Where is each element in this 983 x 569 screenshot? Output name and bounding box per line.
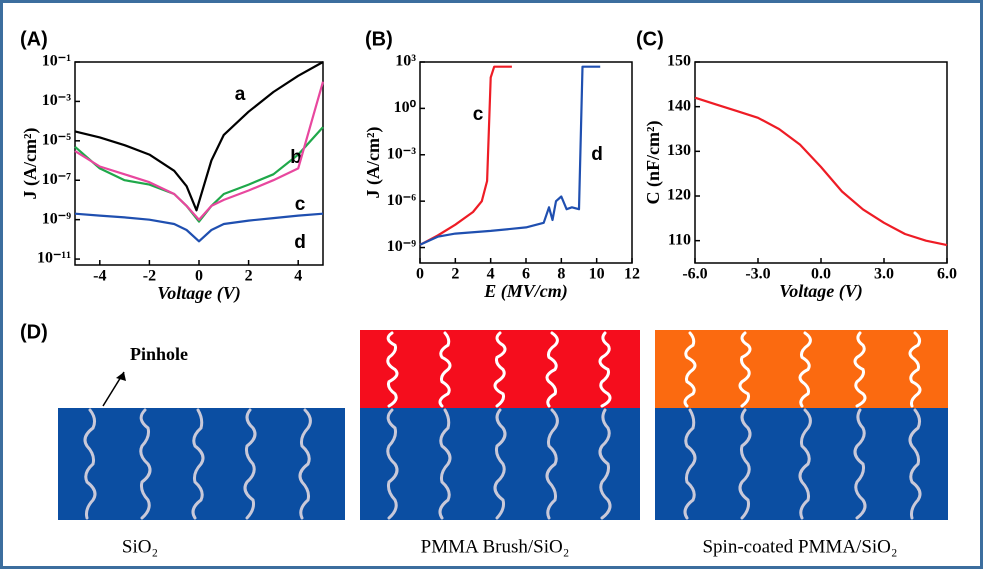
- x-tick-label: -3.0: [745, 266, 770, 283]
- x-tick-label: 4: [294, 268, 302, 285]
- chain: [83, 408, 97, 520]
- x-tick-label: 0: [416, 266, 424, 283]
- y-tick-label: 140: [667, 97, 691, 114]
- series-line: [74, 61, 324, 212]
- chain: [191, 408, 205, 520]
- y-tick-label: 10⁻⁶: [387, 192, 416, 209]
- series-label: c: [473, 104, 484, 125]
- series-line: [74, 81, 325, 221]
- panel-label: (D): [20, 321, 48, 343]
- series-label: d: [591, 144, 603, 165]
- chain: [545, 331, 559, 408]
- pinhole-label: Pinhole: [130, 344, 188, 364]
- chain: [908, 408, 922, 520]
- series-line: [419, 65, 601, 246]
- diagram: (D) Pinhole SiO₂ PMMA Brush/SiO₂ Spin-co…: [20, 321, 948, 557]
- arrow-head: [116, 372, 126, 381]
- caption: PMMA Brush/SiO₂: [421, 536, 570, 557]
- chain: [243, 408, 257, 520]
- y-tick-label: 10⁻⁵: [42, 131, 71, 148]
- y-tick-label: 10⁻¹¹: [37, 250, 71, 267]
- chain: [545, 408, 559, 520]
- series-label: a: [235, 84, 246, 105]
- x-tick-label: -6.0: [682, 266, 707, 283]
- chain: [598, 408, 612, 520]
- x-tick-label: 2: [245, 268, 253, 285]
- y-tick-label: 10⁻⁷: [42, 171, 71, 188]
- y-tick-label: 10⁰: [394, 99, 417, 116]
- x-tick-label: 2: [451, 266, 459, 283]
- chain: [683, 408, 697, 520]
- chain: [493, 331, 507, 408]
- chain: [683, 331, 697, 408]
- chain: [908, 331, 922, 408]
- y-tick-label: 120: [667, 187, 691, 204]
- x-axis-label: E (MV/cm): [483, 281, 568, 302]
- chain: [438, 408, 452, 520]
- caption: Spin-coated PMMA/SiO₂: [702, 536, 897, 557]
- chain: [738, 408, 752, 520]
- x-axis-label: Voltage (V): [779, 281, 863, 302]
- chain: [298, 408, 312, 520]
- series-label: d: [294, 232, 306, 253]
- chain: [386, 331, 399, 408]
- y-tick-label: 10⁻¹: [42, 53, 71, 70]
- x-tick-label: 4: [487, 266, 495, 283]
- x-tick-label: 0: [195, 268, 203, 285]
- y-axis-label: J (A/cm²): [363, 127, 384, 199]
- x-tick-label: 10: [589, 266, 605, 283]
- y-tick-label: 10⁻⁹: [42, 210, 71, 227]
- chain: [139, 408, 152, 520]
- y-axis-label: J (A/cm²): [20, 128, 41, 200]
- chain: [853, 331, 867, 408]
- panel-label: (A): [20, 28, 48, 50]
- y-tick-label: 10⁻³: [42, 92, 71, 109]
- x-tick-label: -2: [143, 268, 156, 285]
- panel-label: (B): [365, 28, 393, 50]
- x-tick-label: 8: [557, 266, 565, 283]
- y-tick-label: 110: [668, 231, 691, 248]
- chain: [853, 408, 867, 520]
- chain: [738, 331, 752, 408]
- y-tick-label: 10⁻³: [387, 145, 416, 162]
- x-tick-label: 6: [522, 266, 530, 283]
- y-tick-label: 130: [667, 142, 691, 159]
- x-tick-label: 12: [624, 266, 640, 283]
- chain: [438, 331, 452, 408]
- chain: [386, 408, 399, 520]
- caption: SiO₂: [122, 536, 158, 557]
- series-line: [694, 96, 948, 247]
- x-tick-label: -4: [93, 268, 106, 285]
- chain: [798, 408, 812, 520]
- y-tick-label: 150: [667, 53, 691, 70]
- x-tick-label: 0.0: [811, 266, 831, 283]
- chain: [798, 331, 812, 408]
- x-tick-label: 6.0: [937, 266, 957, 283]
- series-label: b: [290, 147, 302, 168]
- y-tick-label: 10³: [395, 53, 416, 70]
- pmma-layer: [655, 330, 948, 408]
- series-line: [74, 126, 324, 223]
- chain: [598, 331, 612, 408]
- y-tick-label: 10⁻⁹: [387, 238, 416, 255]
- sio2-layer: [655, 408, 948, 520]
- x-axis-label: Voltage (V): [157, 283, 241, 304]
- series-label: c: [295, 194, 306, 215]
- chain: [493, 408, 507, 520]
- y-axis-label: C (nF/cm²): [643, 121, 664, 205]
- x-tick-label: 3.0: [874, 266, 894, 283]
- series-line: [74, 212, 324, 243]
- panel-label: (C): [636, 28, 664, 50]
